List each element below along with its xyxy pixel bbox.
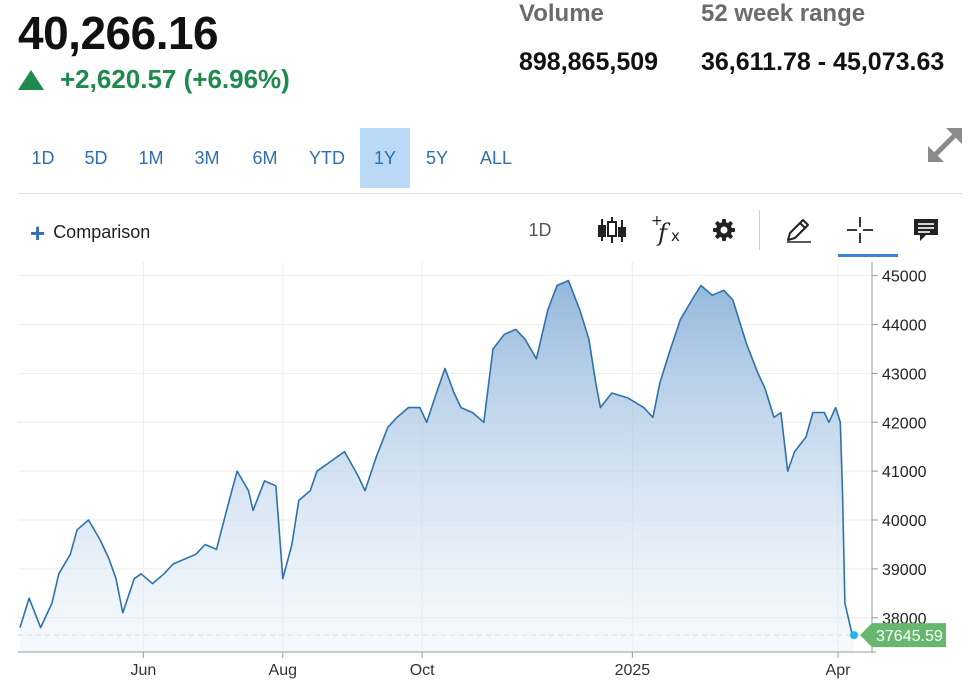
crosshair-icon[interactable] — [840, 208, 880, 252]
comparison-label: Comparison — [53, 222, 151, 242]
last-price-badge — [860, 623, 946, 648]
y-tick-label: 42000 — [882, 415, 927, 432]
current-price: 40,266.16 — [18, 7, 219, 59]
y-tick-label: 40000 — [882, 513, 927, 530]
function-icon[interactable]: + f x — [648, 208, 688, 252]
y-tick-label: 39000 — [882, 562, 927, 579]
price-change: +2,620.57 (+6.96%) — [18, 64, 290, 95]
volume-label: Volume — [519, 0, 604, 27]
range-tab-6m[interactable]: 6M — [252, 147, 278, 168]
gear-icon[interactable] — [704, 208, 744, 252]
last-price-label: 37645.59 — [876, 628, 943, 645]
comparison-button[interactable]: + Comparison — [30, 217, 151, 248]
range-tab-3m[interactable]: 3M — [194, 147, 220, 168]
last-point — [850, 631, 858, 640]
y-tick-label: 44000 — [882, 318, 927, 335]
toolbar-divider — [759, 210, 760, 250]
range-label: 52 week range — [701, 0, 866, 27]
plus-icon: + — [30, 217, 46, 248]
y-tick-label: 43000 — [882, 366, 927, 383]
range-tab-1d[interactable]: 1D — [31, 147, 55, 168]
x-tick-label: Aug — [269, 662, 297, 679]
range-tab-1y[interactable]: 1Y — [360, 128, 410, 188]
x-tick-label: Jun — [130, 662, 156, 679]
svg-text:+: + — [651, 213, 663, 229]
price-chart[interactable]: 3800039000400004100042000430004400045000… — [0, 258, 978, 694]
y-tick-label: 45000 — [882, 269, 927, 286]
triangle-up-icon — [18, 69, 44, 90]
expand-icon[interactable] — [924, 124, 966, 166]
volume-value: 898,865,509 — [519, 48, 659, 76]
y-tick-label: 41000 — [882, 464, 927, 481]
header-divider — [18, 193, 963, 194]
svg-text:f: f — [656, 219, 671, 247]
price-change-value: +2,620.57 (+6.96%) — [60, 64, 290, 94]
pencil-icon[interactable] — [778, 208, 818, 252]
svg-text:x: x — [671, 227, 680, 245]
x-tick-label: Apr — [826, 662, 852, 679]
series-line — [19, 279, 855, 636]
range-tab-1m[interactable]: 1M — [138, 147, 164, 168]
range-tab-5d[interactable]: 5D — [84, 147, 108, 168]
range-value: 36,611.78 - 45,073.63 — [701, 48, 945, 76]
active-tool-indicator — [838, 254, 898, 257]
range-tab-ytd[interactable]: YTD — [309, 147, 345, 168]
range-tab-5y[interactable]: 5Y — [425, 147, 449, 168]
x-tick-label: Oct — [410, 662, 435, 679]
candlestick-icon[interactable] — [592, 208, 632, 252]
area-fill — [20, 280, 854, 652]
comment-icon[interactable] — [906, 208, 946, 252]
range-tabs: 1D 5D 1M 3M 6M YTD 1Y 5Y ALL — [18, 128, 528, 188]
range-tab-all[interactable]: ALL — [479, 147, 513, 168]
interval-selector[interactable]: 1D — [528, 219, 552, 240]
x-tick-label: 2025 — [615, 662, 651, 679]
